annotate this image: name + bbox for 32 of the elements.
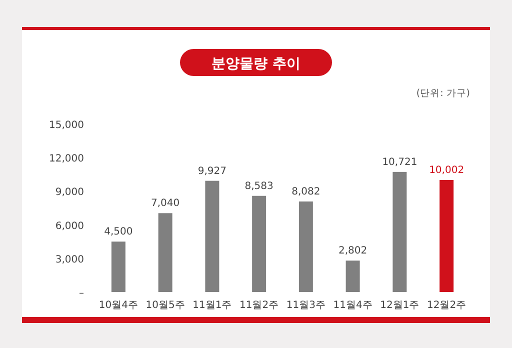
bar	[392, 172, 407, 292]
data-label: 10,002	[429, 164, 464, 176]
chart-subtitle: (단위: 가구)	[416, 88, 470, 99]
bar	[440, 180, 454, 292]
x-tick-label: 10월4주	[98, 300, 138, 311]
y-tick-label: 3,000	[55, 254, 84, 266]
y-tick-label: –	[79, 288, 84, 299]
data-label: 2,802	[338, 246, 368, 257]
y-tick-label: 9,000	[55, 187, 84, 198]
x-tick-label: 12월1주	[380, 300, 420, 311]
data-label: 10,721	[382, 156, 418, 168]
bar	[346, 260, 360, 292]
data-label: 4,500	[104, 226, 133, 238]
y-tick-label: 15,000	[49, 120, 84, 131]
bar	[298, 201, 313, 292]
bar	[158, 213, 172, 292]
bar	[252, 196, 266, 292]
data-label: 9,927	[198, 166, 227, 177]
bar	[205, 180, 220, 292]
data-label: 8,082	[292, 186, 320, 198]
x-tick-label: 11월3주	[286, 300, 326, 311]
bar	[111, 242, 126, 292]
x-tick-label: 11월4주	[333, 300, 372, 311]
x-tick-label: 11월2주	[240, 300, 279, 311]
data-label: 7,040	[150, 198, 180, 210]
data-label: 8,583	[244, 180, 274, 192]
y-tick-label: 6,000	[55, 220, 84, 232]
y-tick-label: 12,000	[49, 154, 84, 165]
chart-title: 분양물량 추이	[212, 56, 300, 72]
x-tick-label: 11월1주	[192, 300, 232, 311]
x-tick-label: 10월5주	[146, 300, 185, 311]
x-tick-label: 12월2주	[427, 300, 466, 311]
